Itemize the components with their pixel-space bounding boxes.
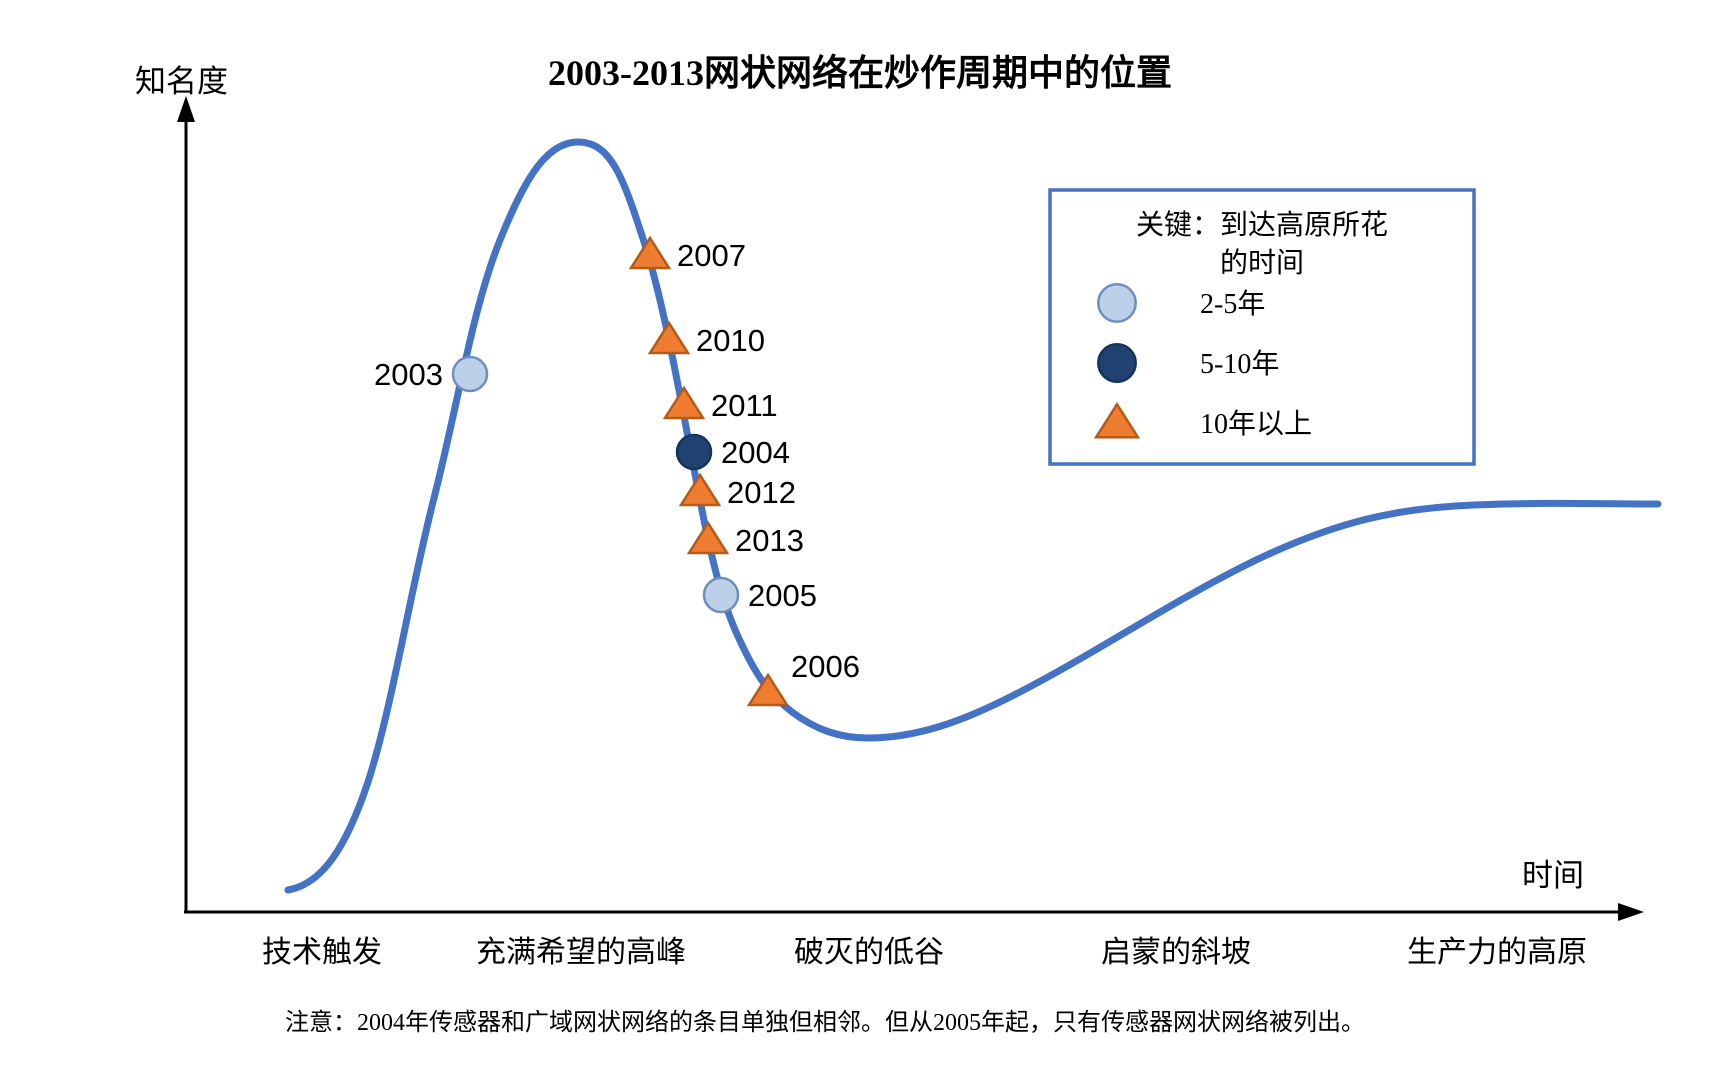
year-label-2010: 2010 xyxy=(696,323,765,358)
data-point-marker-2005 xyxy=(702,576,740,614)
year-label-2004: 2004 xyxy=(721,435,790,470)
chart-title: 2003-2013网状网络在炒作周期中的位置 xyxy=(548,52,1172,93)
data-point-marker-2013 xyxy=(686,520,730,555)
phase-label-trough-of-disillusionment: 破灭的低谷 xyxy=(794,936,944,969)
phase-label-slope-of-enlightenment: 启蒙的斜坡 xyxy=(1101,936,1251,969)
year-label-2005: 2005 xyxy=(748,578,817,613)
data-point-marker-2011 xyxy=(662,385,706,420)
x-axis-arrowhead-icon xyxy=(1618,903,1644,921)
phase-label-plateau-of-productivity: 生产力的高原 xyxy=(1407,936,1587,969)
y-axis-arrowhead-icon xyxy=(177,96,195,122)
year-label-2011: 2011 xyxy=(711,388,778,423)
data-point-marker-2007 xyxy=(628,235,672,270)
legend-marker-circle-dark-icon xyxy=(1097,343,1137,383)
data-points-group: 2003 2007 2010 2011 2004 2012 2013 2005 2006 xyxy=(374,235,860,707)
data-point-marker-2012 xyxy=(678,472,722,507)
data-point-marker-2010 xyxy=(647,320,691,355)
phase-label-technology-trigger: 技术触发 xyxy=(262,936,382,969)
legend-items-group: 2-5年 5-10年 10年以上 xyxy=(1093,283,1312,440)
legend-item-label-2: 10年以上 xyxy=(1200,408,1312,440)
legend-marker-circle-light-icon xyxy=(1097,283,1137,323)
hype-cycle-curve xyxy=(284,138,1662,894)
data-point-marker-2004 xyxy=(675,433,713,471)
year-label-2012: 2012 xyxy=(727,475,796,510)
year-label-2003: 2003 xyxy=(374,357,443,392)
legend-item-label-0: 2-5年 xyxy=(1200,288,1265,320)
footnote: 注意：2004年传感器和广域网状网络的条目单独但相邻。但从2005年起，只有传感… xyxy=(285,1009,1365,1036)
year-label-2006: 2006 xyxy=(791,649,860,684)
y-axis-label: 知名度 xyxy=(135,64,228,99)
phase-label-peak-of-expectations: 充满希望的高峰 xyxy=(476,936,686,969)
data-point-marker-2003 xyxy=(451,355,489,393)
year-label-2007: 2007 xyxy=(677,238,746,273)
legend-marker-triangle-icon xyxy=(1093,401,1141,439)
legend-title-line2: 的时间 xyxy=(1220,247,1304,279)
legend-item-label-1: 5-10年 xyxy=(1200,348,1279,380)
year-label-2013: 2013 xyxy=(735,523,804,558)
legend-title-line1: 关键：到达高原所花 xyxy=(1136,209,1388,241)
x-axis-label: 时间 xyxy=(1522,858,1584,893)
data-point-marker-2006 xyxy=(746,672,790,707)
